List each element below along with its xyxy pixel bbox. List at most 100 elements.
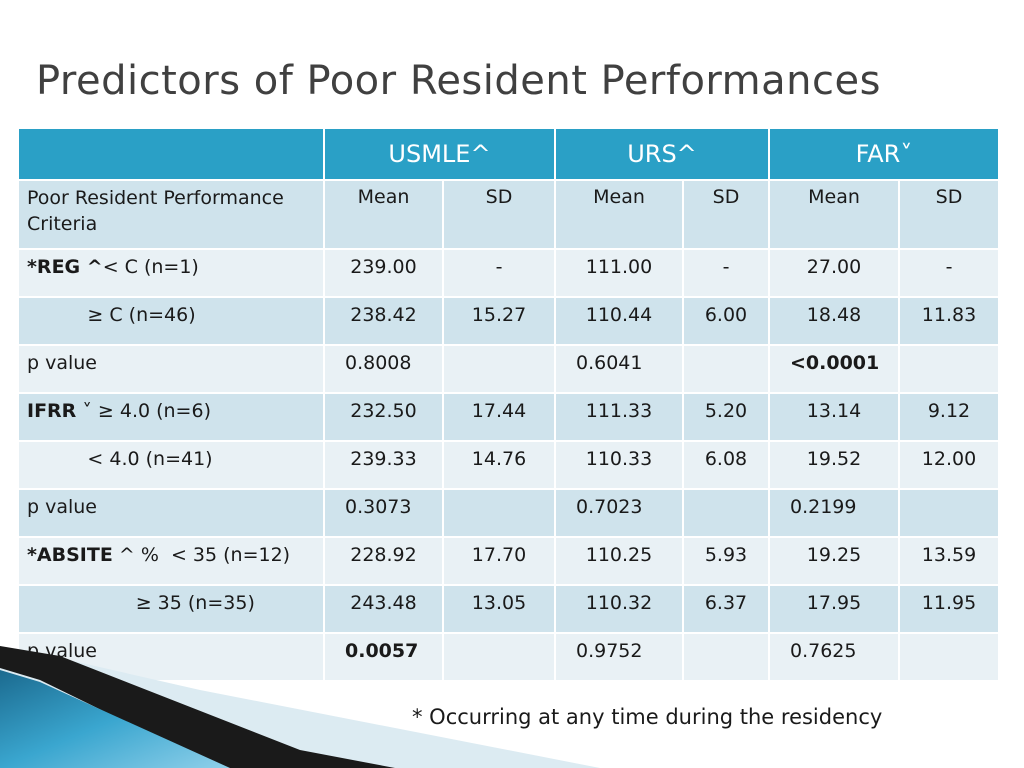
- cell-value: 15.27: [471, 304, 527, 326]
- cell-value: 110.25: [585, 544, 653, 566]
- cell-value: 0.7625: [790, 640, 857, 662]
- cell-usmle-sd: [442, 344, 556, 394]
- cell-value: 6.00: [704, 304, 748, 326]
- cell-far-mean: 17.95: [768, 584, 900, 634]
- cell-value: 0.2199: [790, 496, 857, 518]
- cell-urs-sd: 5.20: [682, 392, 770, 442]
- cell-urs-mean: 0.7023: [554, 488, 684, 538]
- cell-far-sd: -: [897, 248, 1001, 298]
- cell-value: 19.25: [806, 544, 862, 566]
- cell-usmle-mean: 239.33: [323, 440, 444, 490]
- row-label: p value: [17, 488, 325, 538]
- stat-header-usmle-sd: SD: [442, 179, 556, 250]
- cell-usmle-mean: 232.50: [323, 392, 444, 442]
- cell-urs-sd: [682, 488, 770, 538]
- cell-value: 17.70: [471, 544, 527, 566]
- cell-urs-mean: 110.25: [554, 536, 684, 586]
- row-label-text: ≥ 35 (n=35): [27, 592, 255, 614]
- cell-urs-mean: 111.33: [554, 392, 684, 442]
- cell-value: 0.0057: [345, 640, 419, 662]
- cell-urs-sd: -: [682, 248, 770, 298]
- table-row: p value 0.8008 0.6041 <0.0001: [17, 344, 1001, 394]
- cell-urs-mean: 111.00: [554, 248, 684, 298]
- footnote: * Occurring at any time during the resid…: [412, 705, 883, 729]
- cell-value: 239.33: [350, 448, 417, 470]
- cell-usmle-sd: 15.27: [442, 296, 556, 346]
- cell-far-mean: 19.52: [768, 440, 900, 490]
- row-label: < 4.0 (n=41): [17, 440, 325, 490]
- cell-urs-sd: [682, 632, 770, 682]
- row-label-bold: *REG ^: [27, 256, 103, 278]
- cell-urs-sd: 6.00: [682, 296, 770, 346]
- cell-far-mean: 0.7625: [768, 632, 900, 682]
- cell-urs-sd: 6.08: [682, 440, 770, 490]
- cell-value: 0.9752: [576, 640, 643, 662]
- cell-usmle-mean: 228.92: [323, 536, 444, 586]
- cell-value: 13.59: [921, 544, 977, 566]
- cell-value: 14.76: [471, 448, 527, 470]
- table-row: < 4.0 (n=41) 239.33 14.76 110.33 6.08 19.52 12…: [17, 440, 1001, 490]
- cell-urs-mean: 110.32: [554, 584, 684, 634]
- stat-header-far-sd: SD: [897, 179, 1001, 250]
- results-table: USMLE^ URS^ FAR˅ Poor Resident Performan…: [17, 127, 1001, 682]
- cell-usmle-sd: 17.70: [442, 536, 556, 586]
- row-label-text: ≥ C (n=46): [27, 304, 196, 326]
- table-row: *REG ^< C (n=1) 239.00 - 111.00 - 27.00 -: [17, 248, 1001, 298]
- cell-far-sd: [897, 488, 1001, 538]
- cell-value: 13.14: [806, 400, 862, 422]
- cell-value: 11.95: [921, 592, 977, 614]
- cell-far-mean: 27.00: [768, 248, 900, 298]
- header-empty-cell: [17, 127, 325, 181]
- cell-value: 243.48: [350, 592, 417, 614]
- cell-urs-mean: 0.6041: [554, 344, 684, 394]
- cell-value: 5.93: [704, 544, 748, 566]
- row-label: *ABSITE ^ % < 35 (n=12): [17, 536, 325, 586]
- row-label-text: ˅ ≥ 4.0 (n=6): [76, 400, 211, 422]
- cell-usmle-mean: 0.0057: [323, 632, 444, 682]
- cell-value: 18.48: [806, 304, 862, 326]
- table-row: *ABSITE ^ % < 35 (n=12) 228.92 17.70 110.25…: [17, 536, 1001, 586]
- cell-urs-mean: 0.9752: [554, 632, 684, 682]
- cell-value: 110.44: [585, 304, 653, 326]
- header-urs: URS^: [554, 127, 770, 181]
- cell-value: 17.95: [806, 592, 862, 614]
- header-usmle: USMLE^: [323, 127, 556, 181]
- table-row: ≥ C (n=46) 238.42 15.27 110.44 6.00 18.48 11.8…: [17, 296, 1001, 346]
- cell-far-sd: 9.12: [897, 392, 1001, 442]
- table-body: *REG ^< C (n=1) 239.00 - 111.00 - 27.00 - ≥ C …: [17, 248, 1001, 682]
- cell-value: 0.6041: [576, 352, 643, 374]
- cell-usmle-mean: 243.48: [323, 584, 444, 634]
- cell-urs-mean: 110.33: [554, 440, 684, 490]
- row-label-text: p value: [27, 496, 97, 518]
- row-label-text: ^ % < 35 (n=12): [112, 544, 291, 566]
- cell-far-sd: 12.00: [897, 440, 1001, 490]
- cell-value: 27.00: [806, 256, 862, 278]
- cell-value: 6.37: [704, 592, 748, 614]
- row-label: ≥ 35 (n=35): [17, 584, 325, 634]
- stat-header-urs-sd: SD: [682, 179, 770, 250]
- cell-value: 238.42: [350, 304, 417, 326]
- cell-usmle-sd: [442, 488, 556, 538]
- stat-header-urs-mean: Mean: [554, 179, 684, 250]
- cell-value: 111.00: [585, 256, 653, 278]
- cell-far-sd: 13.59: [897, 536, 1001, 586]
- cell-value: 111.33: [585, 400, 653, 422]
- cell-urs-sd: [682, 344, 770, 394]
- cell-value: -: [722, 256, 730, 278]
- cell-value: 11.83: [921, 304, 977, 326]
- row-label: *REG ^< C (n=1): [17, 248, 325, 298]
- row-label: p value: [17, 344, 325, 394]
- cell-value: 13.05: [471, 592, 527, 614]
- row-label: IFRR ˅ ≥ 4.0 (n=6): [17, 392, 325, 442]
- group-header-row: USMLE^ URS^ FAR˅: [17, 127, 1001, 181]
- cell-far-sd: 11.83: [897, 296, 1001, 346]
- cell-usmle-mean: 238.42: [323, 296, 444, 346]
- cell-value: 6.08: [704, 448, 748, 470]
- table-row: IFRR ˅ ≥ 4.0 (n=6) 232.50 17.44 111.33 5.20 1…: [17, 392, 1001, 442]
- cell-far-mean: 18.48: [768, 296, 900, 346]
- cell-value: 17.44: [471, 400, 527, 422]
- cell-usmle-sd: [442, 632, 556, 682]
- cell-far-mean: 19.25: [768, 536, 900, 586]
- stat-header-row: Poor Resident Performance Criteria Mean …: [17, 179, 1001, 250]
- cell-usmle-sd: 17.44: [442, 392, 556, 442]
